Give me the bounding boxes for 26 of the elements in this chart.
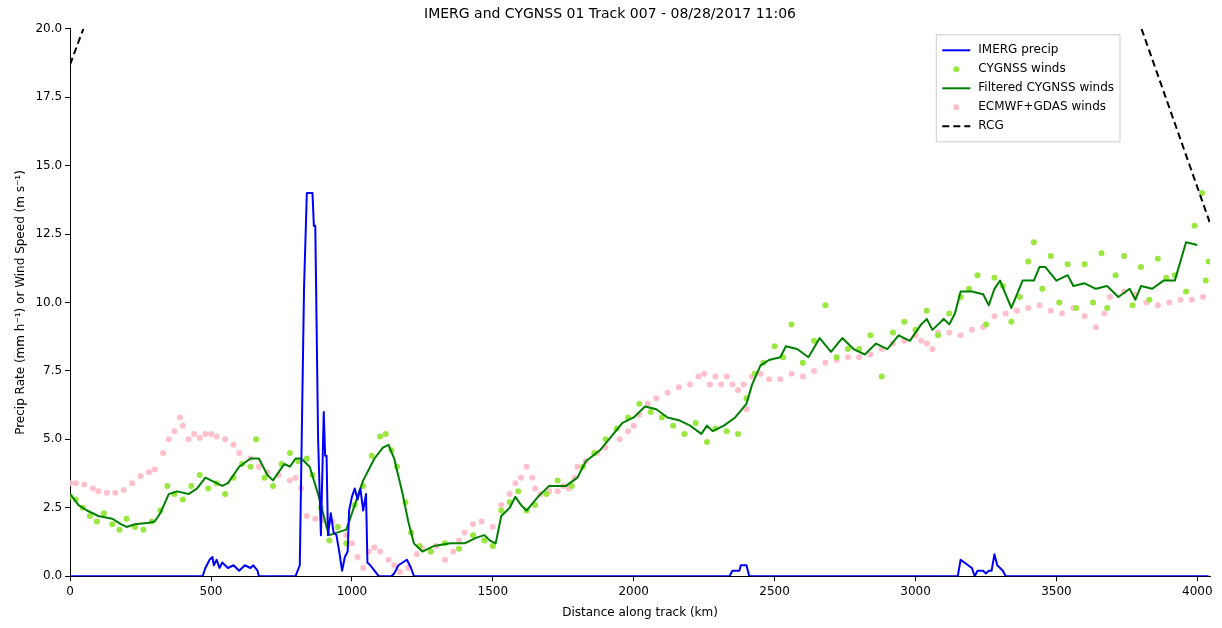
x-tick-label: 3500	[1041, 583, 1072, 598]
legend-label: IMERG precip	[978, 42, 1059, 57]
legend-label: Filtered CYGNSS winds	[978, 80, 1114, 95]
legend-label: ECMWF+GDAS winds	[978, 99, 1107, 114]
x-tick-label: 2500	[759, 583, 790, 598]
x-tick-label: 4000	[1182, 583, 1213, 598]
x-tick-label: 2000	[618, 583, 649, 598]
x-tick-label: 3000	[900, 583, 931, 598]
x-tick-label: 1000	[336, 583, 368, 598]
y-tick-label: 7.5	[43, 363, 63, 378]
x-tick-label: 500	[199, 583, 223, 598]
y-tick-label: 15.0	[35, 157, 63, 172]
legend-label: CYGNSS winds	[978, 61, 1066, 76]
y-tick-label: 17.5	[35, 89, 63, 104]
y-tick-label: 20.0	[35, 20, 63, 35]
chart-title: IMERG and CYGNSS 01 Track 007 - 08/28/2017 11:06	[423, 5, 797, 22]
y-tick-label: 2.5	[43, 499, 63, 514]
x-tick-label: 1500	[477, 583, 509, 598]
x-tick-label: 0	[66, 583, 74, 598]
legend-label: RCG	[978, 118, 1004, 133]
y-tick-label: 0.0	[43, 568, 63, 583]
y-tick-label: 12.5	[35, 226, 63, 241]
y-tick-label: 10.0	[35, 294, 63, 309]
x-axis-title: Distance along track (km)	[562, 604, 718, 619]
y-axis-title: Precip Rate (mm h⁻¹) or Wind Speed (m s⁻¹)	[13, 170, 28, 435]
y-tick-label: 5.0	[43, 431, 63, 446]
